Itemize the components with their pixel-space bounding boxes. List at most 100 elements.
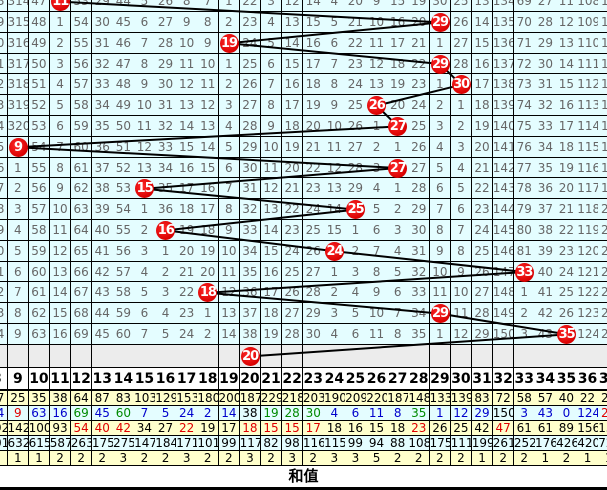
stat-row-b-cell: 38 <box>239 406 262 421</box>
omission-cell: 16 <box>49 324 72 345</box>
omission-cell: 27 <box>302 261 325 283</box>
stat-row-b-cell: 11 <box>366 406 388 421</box>
column-header-12: 12 <box>70 368 93 391</box>
stat-row-c-cell: 61 <box>513 421 536 436</box>
trend-line-segment <box>228 42 441 65</box>
column-header-24: 24 <box>324 368 346 391</box>
omission-cell: 73 <box>513 74 536 96</box>
omission-cell: 17 <box>556 116 578 137</box>
omission-cell: 18 <box>260 303 283 324</box>
stat-row-d-cell: 117 <box>239 436 262 451</box>
omission-cell: 17 <box>471 74 494 96</box>
omission-cell: 35 <box>408 324 431 345</box>
stat-row-b-cell: 26 <box>598 406 607 421</box>
omission-cell: 19 <box>281 136 304 158</box>
stat-row-b-cell: 124 <box>577 406 599 421</box>
omission-cell: 62 <box>28 303 51 324</box>
column-header-33: 33 <box>513 368 536 391</box>
omission-cell: 25 <box>471 240 494 262</box>
stat-row-c-cell: 18 <box>239 421 262 436</box>
omission-cell: 11 <box>429 282 452 304</box>
omission-cell: 20 <box>556 178 578 200</box>
omission-cell: 147 <box>492 261 515 283</box>
stat-row-c-cell: 93 <box>49 421 72 436</box>
omission-cell: 34 <box>408 303 431 324</box>
omission-cell: 28 <box>450 53 473 75</box>
stat-row-c-cell: 40 <box>91 421 114 436</box>
omission-cell: 12 <box>260 178 283 200</box>
omission-cell: 26 <box>239 74 262 96</box>
omission-cell: 319 <box>7 95 30 116</box>
stat-row-d-cell: 261 <box>492 436 515 451</box>
stat-row-a-cell: 148 <box>408 391 431 406</box>
omission-cell: 58 <box>70 95 93 116</box>
omission-cell: 115 <box>577 136 599 158</box>
column-header-25: 25 <box>345 368 367 391</box>
omission-cell: 14 <box>556 53 578 75</box>
omission-cell: 146 <box>492 240 515 262</box>
omission-cell: 26 <box>556 303 578 324</box>
trend-line-segment <box>144 187 356 211</box>
column-header-29: 29 <box>429 368 452 391</box>
stat-row-a-cell: 220 <box>366 391 388 406</box>
omission-cell: 21 <box>598 220 607 241</box>
stat-row-a-cell: 83 <box>471 391 494 406</box>
column-header-22: 22 <box>281 368 304 391</box>
trend-line-segment <box>144 167 398 190</box>
omission-cell: 12 <box>134 136 156 158</box>
omission-cell: 63 <box>70 199 93 220</box>
omission-cell: 35 <box>239 261 262 283</box>
omission-cell: 26 <box>598 324 607 345</box>
omission-cell: 14 <box>598 74 607 96</box>
column-header-15: 15 <box>134 368 156 391</box>
stat-row-d-cell: 175 <box>91 436 114 451</box>
omission-cell: 21 <box>176 261 198 283</box>
sum-value-ball: 27 <box>388 158 408 178</box>
omission-cell: 22 <box>176 282 198 304</box>
stat-row-a-cell: 58 <box>513 391 536 406</box>
omission-cell: 117 <box>577 178 599 200</box>
omission-cell: 28 <box>281 324 304 345</box>
stat-row-d-cell: 252 <box>513 436 536 451</box>
stat-row-e-cell: 1 <box>598 451 607 466</box>
stat-row-a-cell: 187 <box>239 391 262 406</box>
omission-cell: 113 <box>577 95 599 116</box>
column-header-28: 28 <box>408 368 431 391</box>
trend-line-segment <box>207 291 441 315</box>
omission-cell: 14 <box>176 116 198 137</box>
omission-cell: 58 <box>113 282 135 304</box>
omission-cell: 16 <box>556 95 578 116</box>
omission-cell: 60 <box>113 324 135 345</box>
omission-cell: 22 <box>345 32 367 54</box>
omission-cell: 18 <box>176 199 198 220</box>
stat-row-b-cell: 35 <box>408 406 431 421</box>
stat-row-a-cell: 20 <box>598 391 607 406</box>
omission-cell: 26 <box>302 240 325 262</box>
stat-row-a-cell: 229 <box>260 391 283 406</box>
stat-row-c-cell: 22 <box>176 421 198 436</box>
stat-row-b-cell: 63 <box>28 406 51 421</box>
omission-cell: 318 <box>7 74 30 96</box>
omission-cell: 32 <box>408 261 431 283</box>
omission-cell: 13 <box>366 74 388 96</box>
omission-cell: 75 <box>513 116 536 137</box>
omission-cell: 120 <box>577 240 599 262</box>
trend-line-segment <box>207 271 525 294</box>
omission-cell: 11 <box>134 116 156 137</box>
omission-cell: 10 <box>49 199 72 220</box>
omission-cell: 39 <box>91 199 114 220</box>
omission-cell: 121 <box>577 261 599 283</box>
omission-cell: 12 <box>176 74 198 96</box>
stat-row-c-cell: 17 <box>218 421 241 436</box>
omission-cell: 35 <box>155 178 177 200</box>
omission-cell: 317 <box>7 53 30 75</box>
omission-cell: 50 <box>113 116 135 137</box>
stat-row-a-cell: 25 <box>7 391 30 406</box>
stat-row-c-cell: 47 <box>492 421 515 436</box>
omission-cell: 20 <box>471 136 494 158</box>
omission-cell: 36 <box>155 199 177 220</box>
stat-row-a-cell: 180 <box>197 391 220 406</box>
omission-cell: 12 <box>197 95 220 116</box>
